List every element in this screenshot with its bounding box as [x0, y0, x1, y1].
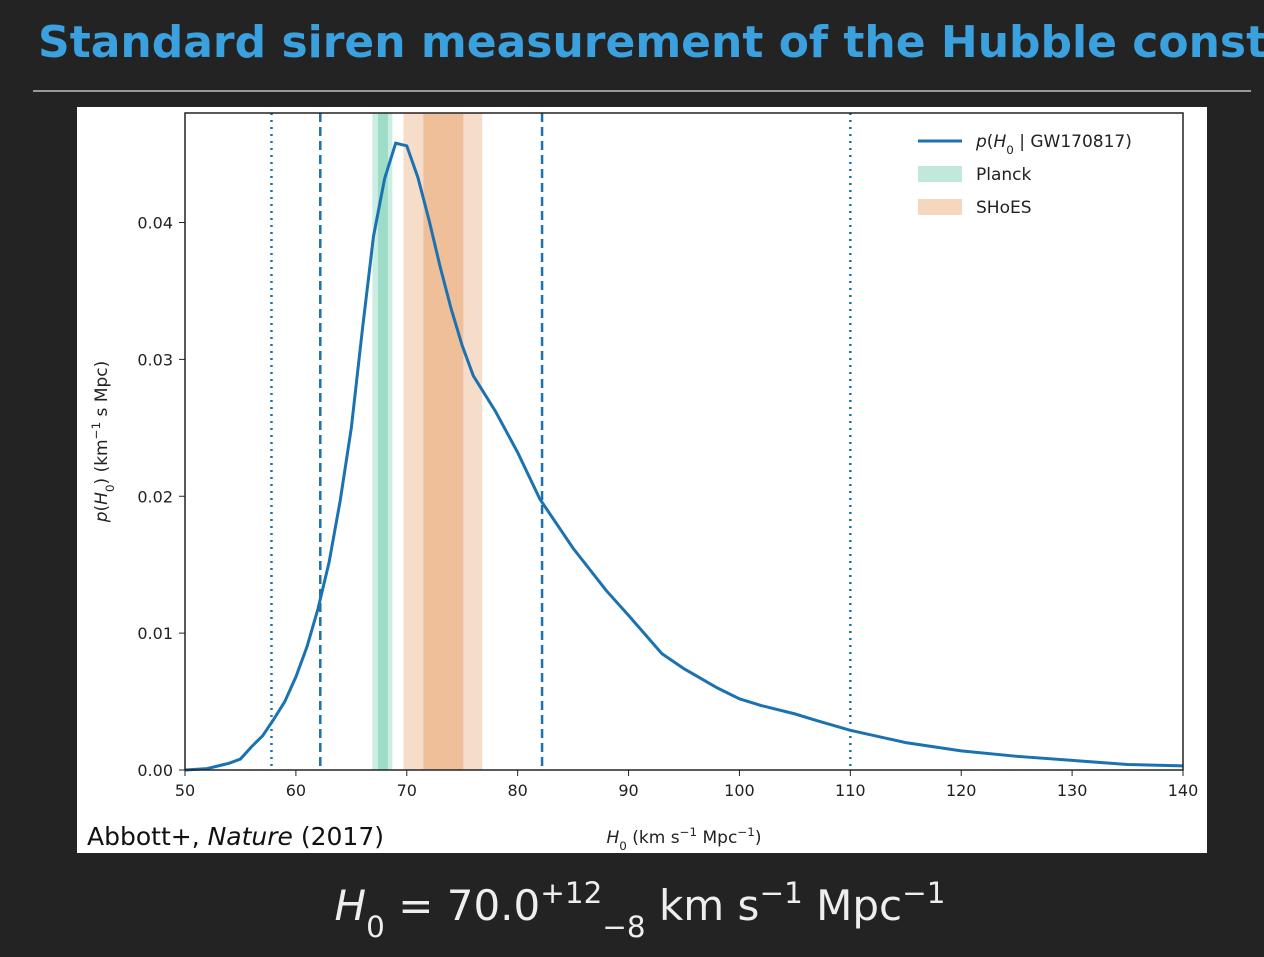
axes-frame [184, 112, 1184, 771]
text-part: H [92, 492, 112, 505]
text-part: H [607, 828, 620, 848]
text-part: Nature [208, 822, 293, 851]
text-part: 0 [103, 484, 117, 492]
text-part: km s [646, 881, 760, 930]
slide-title: Standard siren measurement of the Hubble… [38, 17, 1264, 68]
figure-panel [77, 107, 1207, 853]
text-part: H [993, 132, 1006, 152]
y-tick-label: 0.04 [137, 214, 173, 233]
x-tick-label: 70 [397, 781, 417, 800]
text-part: = 70.0 [385, 881, 540, 930]
legend-label: Planck [976, 165, 1032, 185]
text-part: Mpc [803, 881, 902, 930]
legend-swatch [918, 199, 962, 215]
legend-label: SHoES [976, 198, 1032, 218]
x-tick-label: 90 [618, 781, 638, 800]
x-tick-label: 80 [507, 781, 527, 800]
legend-swatch [918, 166, 962, 182]
text-part: s Mpc) [92, 361, 112, 422]
text-part: p [975, 132, 987, 152]
y-tick-label: 0.00 [137, 761, 173, 780]
text-part: ) [755, 828, 762, 848]
text-part: 0 [619, 839, 627, 853]
y-tick-label: 0.01 [137, 624, 173, 643]
text-part: ) (km [92, 439, 112, 484]
text-part: (km s [627, 828, 680, 848]
text-part: | GW170817) [1014, 132, 1132, 152]
x-tick-label: 110 [835, 781, 866, 800]
formula: H0 = 70.0+12−8 km s−1 Mpc−1 [335, 876, 946, 944]
citation: Abbott+, Nature (2017) [87, 822, 384, 851]
text-part: +12 [540, 876, 602, 910]
legend-label: p(H0 | GW170817) [975, 132, 1132, 157]
x-tick-label: 100 [724, 781, 755, 800]
plot: 50 60 70 80 90 100 110 120 130 140 0.00 0.01 0.02 0.0… [87, 112, 1199, 853]
text-part: H [335, 881, 367, 930]
text-part: ( [987, 132, 994, 152]
text-part: −1 [759, 876, 802, 910]
y-axis-label: p(H0) (km−1 s Mpc) [89, 361, 117, 524]
text-part: −1 [902, 876, 945, 910]
text-part: −1 [680, 825, 698, 839]
y-tick-label: 0.02 [137, 487, 173, 506]
x-tick-label: 60 [286, 781, 306, 800]
text-part: (2017) [293, 822, 384, 851]
curve [184, 141, 1184, 772]
text-part: 0 [366, 910, 385, 944]
y-tick-label: 0.03 [137, 350, 173, 369]
x-tick-label: 120 [946, 781, 977, 800]
text-part: −1 [737, 825, 755, 839]
text-part: −1 [89, 422, 103, 440]
text-part: −8 [602, 910, 645, 944]
x-tick-label: 140 [1168, 781, 1199, 800]
text-part: p [92, 511, 112, 523]
x-tick-label: 130 [1057, 781, 1088, 800]
text-part: ( [92, 505, 112, 512]
band [377, 113, 388, 770]
band [423, 113, 464, 770]
x-axis-label: H0 (km s−1 Mpc−1) [607, 825, 762, 853]
text-part: Abbott+, [87, 822, 208, 851]
x-tick-label: 50 [175, 781, 195, 800]
text-part: Mpc [697, 828, 737, 848]
text-part: 0 [1006, 143, 1014, 157]
